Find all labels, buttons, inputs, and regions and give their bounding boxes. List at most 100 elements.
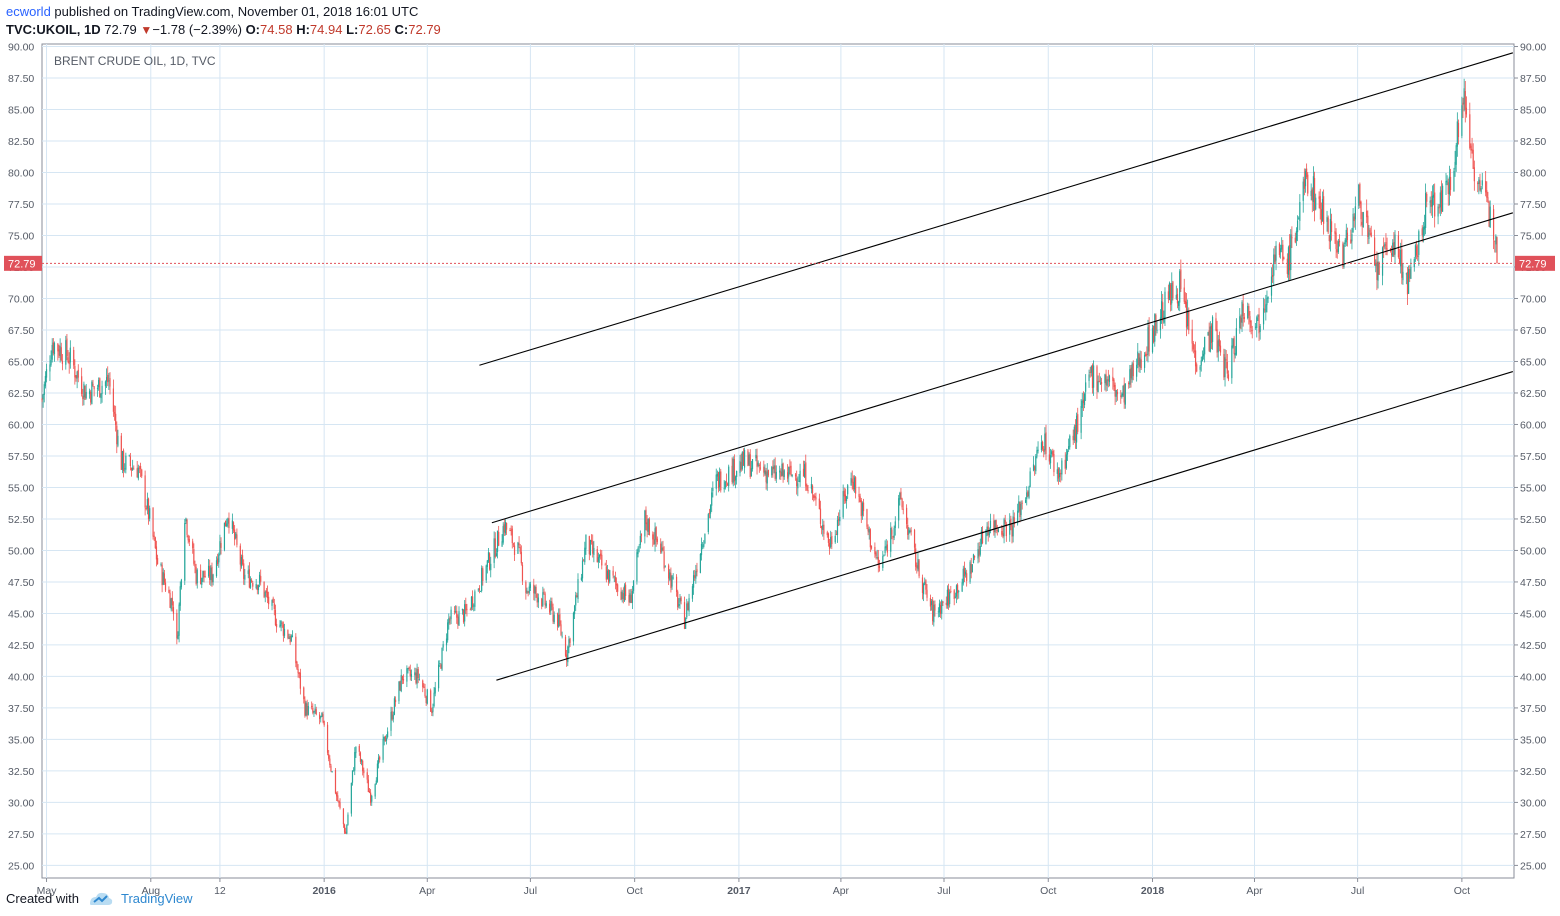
tradingview-logo-icon[interactable] — [87, 890, 113, 906]
y-axis-right: 25.00 27.50 30.00 32.50 35.00 37.50 40.00 42.50… — [1514, 42, 1546, 872]
candle-body — [458, 611, 460, 626]
candle-body — [358, 745, 360, 752]
candle-body — [978, 549, 980, 557]
candle-body — [1154, 314, 1156, 342]
candle-body — [1291, 236, 1293, 239]
candle-body — [630, 594, 632, 603]
candle-body — [287, 630, 289, 639]
candle-body — [1219, 345, 1222, 353]
candle-body — [432, 707, 434, 712]
candle-body — [289, 636, 291, 643]
candle-body — [74, 365, 76, 378]
candle-body — [932, 599, 934, 622]
candle-body — [239, 545, 241, 565]
author-link[interactable]: ecworld — [6, 4, 51, 19]
candle-body — [1350, 239, 1352, 243]
candle-body — [224, 520, 227, 527]
candle-body — [447, 622, 449, 641]
candle-body — [853, 477, 856, 490]
y-tick-label-right: 57.50 — [1520, 451, 1546, 463]
candle-body — [1282, 244, 1284, 261]
candle-body — [985, 530, 987, 545]
candle-body — [43, 384, 45, 395]
plot-area[interactable] — [41, 43, 1515, 879]
candle-body — [1051, 451, 1053, 455]
candle-body — [136, 468, 138, 478]
candle-body — [765, 470, 767, 483]
candle-body — [1041, 441, 1044, 450]
candle-body — [751, 459, 754, 470]
candle-body — [838, 518, 840, 521]
candle-body — [1430, 199, 1432, 207]
candle-body — [566, 654, 568, 661]
tradingview-brand-link[interactable]: TradingView — [120, 890, 193, 906]
candle-body — [569, 638, 571, 643]
candle-body — [274, 610, 277, 626]
candle-body — [1315, 197, 1317, 210]
candle-body — [271, 600, 273, 606]
candle-body — [503, 524, 505, 533]
candle-body — [813, 495, 815, 498]
candle-body — [456, 610, 458, 618]
candle-body — [1061, 460, 1063, 475]
candle-body — [1035, 456, 1037, 472]
x-tick-label: 2017 — [727, 885, 751, 897]
candle-body — [732, 458, 734, 483]
candle-body — [519, 547, 521, 552]
candle-body — [200, 569, 202, 585]
candle-body — [1440, 190, 1443, 212]
candle-body — [1454, 161, 1456, 170]
candle-body — [326, 724, 329, 753]
candle-body — [917, 559, 919, 570]
candle-body — [415, 672, 417, 683]
x-tick-label: Oct — [626, 885, 642, 897]
candle-body — [1425, 193, 1427, 228]
candle-body — [1097, 381, 1099, 392]
candle-body — [398, 681, 400, 702]
candle-body — [1243, 316, 1245, 320]
candle-body — [1137, 351, 1139, 365]
candle-body — [957, 584, 959, 594]
candle-body — [322, 714, 324, 722]
candle-body — [252, 582, 254, 587]
candle-body — [1281, 244, 1283, 250]
candle-body — [1064, 459, 1066, 469]
candle-body — [1240, 317, 1242, 323]
y-tick-label-left: 57.50 — [8, 451, 34, 463]
x-tick-label: Apr — [419, 885, 436, 897]
candle-body — [130, 468, 133, 471]
candle-body — [1313, 177, 1316, 211]
candle-body — [226, 523, 228, 527]
candle-body — [537, 597, 539, 603]
candle-body — [1287, 247, 1290, 275]
candle-body — [1116, 391, 1118, 395]
candle-body — [387, 731, 389, 738]
candle-body — [144, 475, 146, 508]
candle-body — [685, 618, 687, 629]
close-label: C: — [394, 22, 409, 37]
candle-body — [942, 601, 944, 603]
candle-body — [426, 689, 428, 704]
candle-body — [551, 601, 553, 607]
candle-body — [399, 681, 401, 691]
candle-body — [890, 527, 892, 552]
candle-body — [59, 345, 61, 357]
candle-body — [1334, 231, 1336, 234]
candle-body — [366, 772, 368, 780]
candle-body — [1346, 232, 1349, 240]
candle-body — [303, 687, 305, 700]
candle-body — [383, 736, 385, 741]
candle-body — [823, 524, 825, 534]
candle-body — [439, 663, 441, 664]
candle-body — [585, 534, 587, 550]
candle-body — [995, 520, 997, 529]
candle-body — [806, 485, 808, 491]
candle-body — [827, 533, 830, 543]
candle-body — [462, 609, 465, 622]
candle-body — [622, 593, 624, 599]
candles — [41, 78, 1498, 835]
candle-body — [180, 579, 182, 588]
candle-body — [1227, 374, 1230, 380]
candle-body — [185, 518, 187, 522]
